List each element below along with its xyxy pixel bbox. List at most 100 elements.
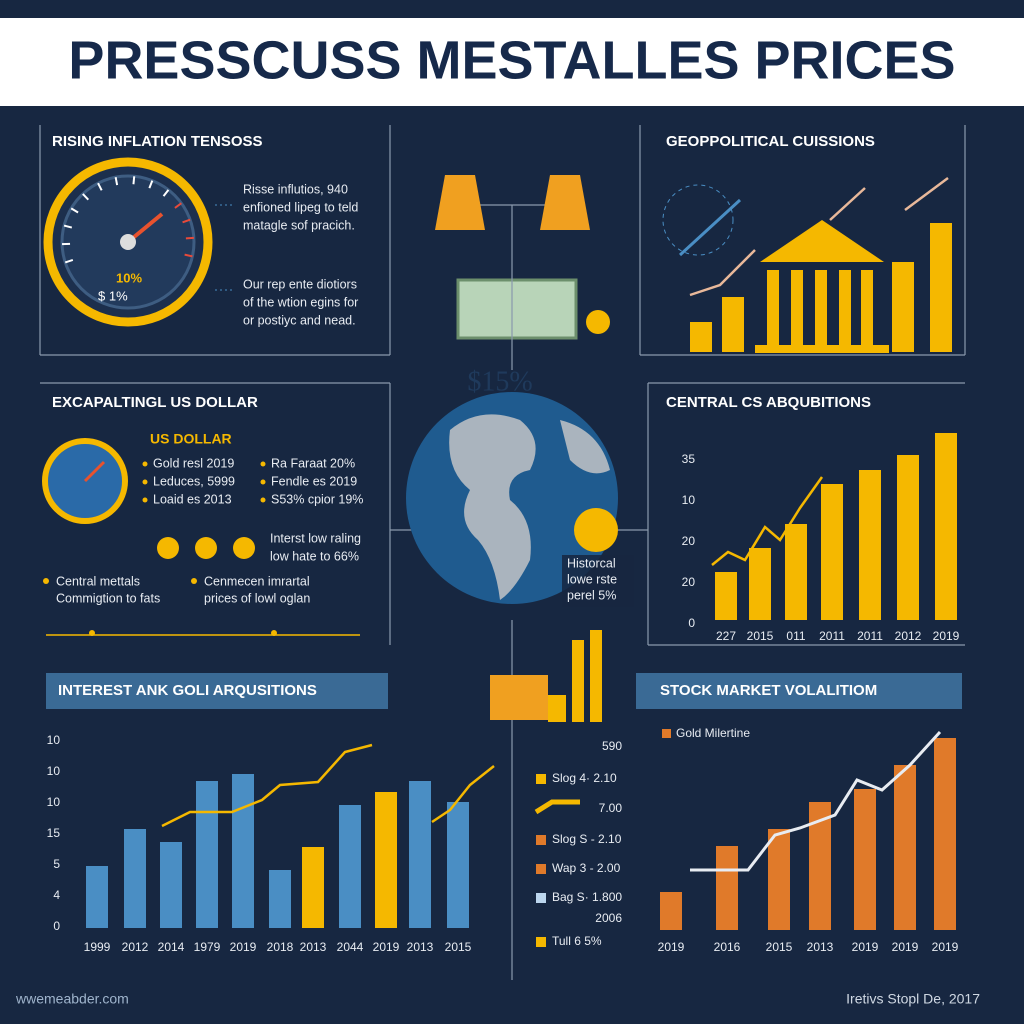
bar bbox=[196, 781, 218, 928]
bar bbox=[660, 892, 682, 930]
orbit bbox=[662, 184, 734, 256]
coin bbox=[195, 537, 217, 559]
bar bbox=[269, 870, 291, 928]
legend-item: 7.00 bbox=[599, 801, 623, 815]
note: matagle sof pracich. bbox=[243, 218, 355, 232]
x-tick-label: 2015 bbox=[747, 629, 774, 643]
bar bbox=[809, 802, 831, 930]
x-tick-label: 2019 bbox=[892, 940, 919, 954]
timeline-dot bbox=[89, 630, 95, 636]
bullet bbox=[142, 461, 148, 467]
legend-item: Gold Milertine bbox=[676, 726, 750, 740]
trend bbox=[711, 476, 824, 566]
gauge-tick bbox=[97, 182, 103, 191]
legend-swatch bbox=[536, 937, 546, 947]
bar bbox=[690, 322, 712, 352]
x-tick-label: 1999 bbox=[84, 940, 111, 954]
x-tick-label: 2018 bbox=[267, 940, 294, 954]
x-tick-label: 2013 bbox=[407, 940, 434, 954]
x-tick-label: 2015 bbox=[766, 940, 793, 954]
legend-item: Tull 6 5% bbox=[552, 934, 602, 948]
bar bbox=[124, 829, 146, 928]
legend-swatch bbox=[662, 729, 671, 738]
footnote: prices of lowl oglan bbox=[204, 591, 310, 605]
trend bbox=[690, 730, 942, 872]
price-tag: $15% bbox=[467, 366, 532, 397]
gauge-tick bbox=[82, 193, 90, 201]
coin bbox=[157, 537, 179, 559]
y-tick-label: 10 bbox=[47, 795, 61, 809]
legend-top: 590 bbox=[602, 739, 622, 753]
subheading: US DOLLAR bbox=[150, 431, 232, 447]
swoosh bbox=[534, 799, 580, 815]
footnote: Commigtion to fats bbox=[56, 591, 160, 605]
legend-swatch bbox=[536, 835, 546, 845]
x-tick-label: 2019 bbox=[852, 940, 879, 954]
x-tick-label: 1979 bbox=[194, 940, 221, 954]
coin bbox=[233, 537, 255, 559]
y-tick-label: 35 bbox=[682, 452, 696, 466]
price-tag-bg bbox=[456, 278, 578, 340]
note: lowe rste bbox=[567, 572, 617, 586]
x-tick-label: 2015 bbox=[445, 940, 472, 954]
footnote: Central mettals bbox=[56, 574, 140, 588]
column bbox=[861, 270, 873, 348]
y-tick-label: 20 bbox=[682, 534, 696, 548]
bar bbox=[86, 866, 108, 928]
y-tick-label: 15 bbox=[47, 826, 61, 840]
item: Ra Faraat 20% bbox=[271, 456, 355, 470]
column bbox=[791, 270, 803, 348]
item: Loaid es 2013 bbox=[153, 492, 232, 506]
timeline-dot bbox=[271, 630, 277, 636]
legend-item: Bag S· 1.800 bbox=[552, 890, 622, 904]
gauge-tick bbox=[148, 180, 154, 189]
x-tick-label: 227 bbox=[716, 629, 736, 643]
gold-bar bbox=[590, 630, 602, 722]
bullet bbox=[260, 461, 266, 467]
x-tick-label: 2019 bbox=[932, 940, 959, 954]
item: Leduces, 5999 bbox=[153, 474, 235, 488]
gauge-tick bbox=[185, 236, 194, 240]
item: S53% cpior 19% bbox=[271, 492, 363, 506]
heading-band bbox=[46, 673, 388, 709]
building-base bbox=[755, 345, 889, 353]
bullet bbox=[260, 497, 266, 503]
gauge-tick bbox=[132, 176, 136, 185]
trend bbox=[689, 249, 756, 297]
note: Our rep ente diotiors bbox=[243, 277, 357, 291]
bar bbox=[375, 792, 397, 928]
x-tick-label: 2011 bbox=[857, 629, 883, 643]
building bbox=[760, 220, 884, 262]
bar bbox=[934, 738, 956, 930]
note: perel 5% bbox=[567, 588, 616, 602]
gauge-label: $ 1% bbox=[98, 288, 128, 303]
legend-swatch bbox=[536, 774, 546, 784]
x-tick-label: 2019 bbox=[373, 940, 400, 954]
note: enfioned lipeg to teld bbox=[243, 200, 358, 214]
bar bbox=[859, 470, 881, 620]
bar bbox=[894, 765, 916, 930]
gauge-tick bbox=[184, 253, 193, 258]
gold-bar bbox=[490, 675, 548, 720]
legend-item: Wap 3 - 2.00 bbox=[552, 861, 621, 875]
item: Fendle es 2019 bbox=[271, 474, 357, 488]
legend-item: 2006 bbox=[595, 911, 622, 925]
coin bbox=[586, 310, 610, 334]
bullet bbox=[260, 479, 266, 485]
x-tick-label: 2013 bbox=[300, 940, 327, 954]
y-tick-label: 10 bbox=[47, 733, 61, 747]
heading: GEOPPOLITICAL CUISSIONS bbox=[666, 133, 875, 150]
gold-bar bbox=[548, 695, 566, 722]
land bbox=[449, 414, 536, 600]
bar bbox=[715, 572, 737, 620]
heading-band bbox=[636, 673, 962, 709]
legend-item: Slog S - 2.10 bbox=[552, 832, 622, 846]
land bbox=[560, 420, 610, 474]
bar bbox=[892, 262, 914, 352]
note: Historcal bbox=[567, 556, 616, 570]
y-tick-label: 4 bbox=[53, 888, 60, 902]
heading: CENTRAL CS ABQUBITIONS bbox=[666, 394, 871, 411]
x-tick-label: 2044 bbox=[337, 940, 364, 954]
column bbox=[767, 270, 779, 348]
